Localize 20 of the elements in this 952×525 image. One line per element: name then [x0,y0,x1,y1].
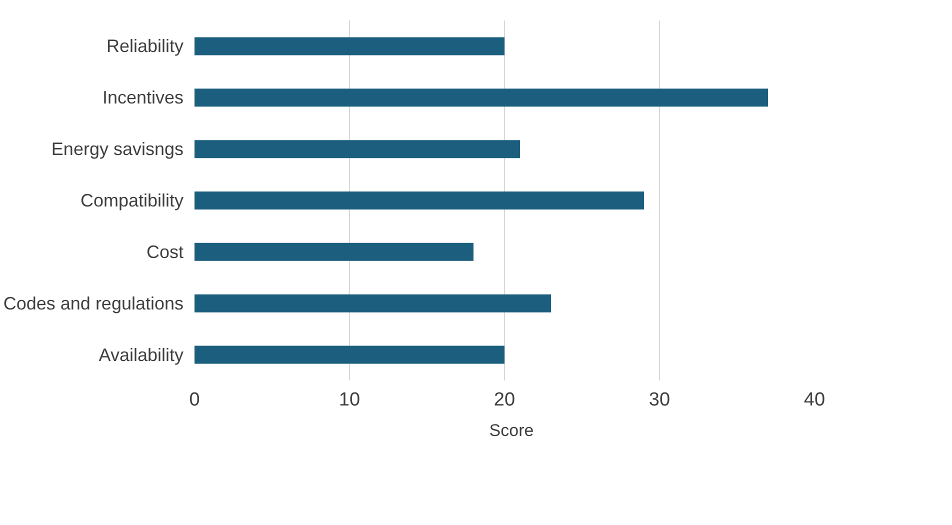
bar [194,192,644,210]
text: Score [489,421,534,441]
y-tick-label: Incentives [102,88,184,108]
bar [194,346,504,364]
x-tick-label: 30 [648,390,670,410]
x-tick-label: 0 [189,390,200,410]
bar [194,294,551,312]
y-tick-label: Codes and regulations [3,293,184,314]
y-tick-label: Compatibility [80,190,184,210]
x-tick-label: 10 [338,390,360,410]
y-tick-label: Cost [146,242,184,262]
y-tick-label: Energy savisngs [51,139,184,160]
bar [194,140,520,158]
y-tick-label: Reliability [106,36,184,56]
bar [194,88,768,107]
bar [194,242,474,261]
x-tick-label: 40 [804,390,826,410]
y-tick-label: Availability [98,344,184,365]
x-tick-label: 20 [494,390,516,410]
bar [194,37,504,56]
